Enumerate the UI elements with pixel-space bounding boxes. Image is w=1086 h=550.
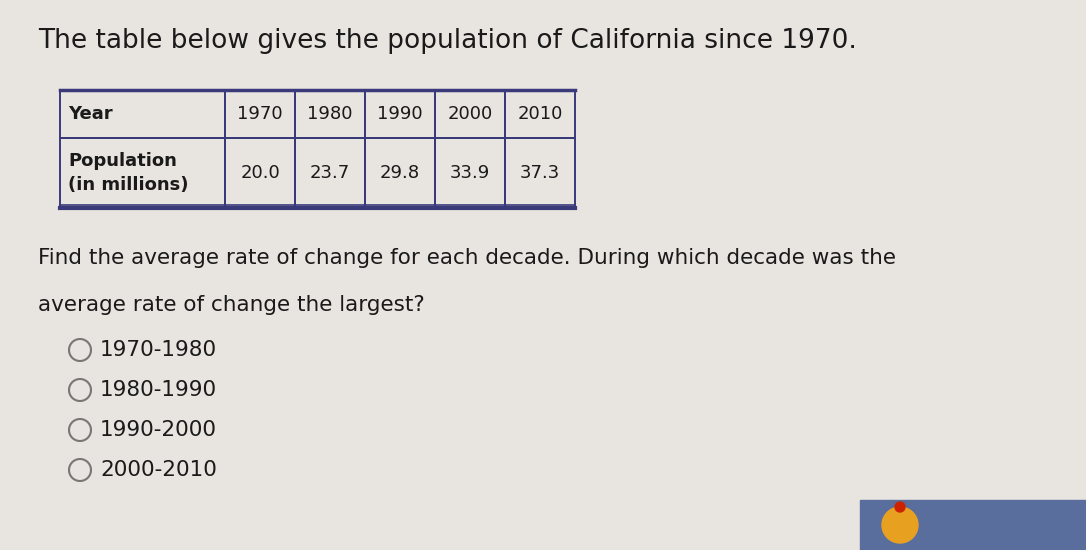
Bar: [435, 90, 505, 138]
Text: The table below gives the population of California since 1970.: The table below gives the population of …: [38, 28, 857, 54]
Text: 2000-2010: 2000-2010: [100, 460, 217, 480]
Text: 2000: 2000: [447, 105, 493, 123]
Text: 1980-1990: 1980-1990: [100, 380, 217, 400]
Text: 1980: 1980: [307, 105, 353, 123]
Circle shape: [895, 502, 905, 512]
Text: 2010: 2010: [517, 105, 563, 123]
Text: 33°F  Partly: 33°F Partly: [960, 516, 1070, 534]
Text: 1990: 1990: [377, 105, 422, 123]
Bar: [225, 138, 295, 208]
Text: 20.0: 20.0: [240, 164, 280, 182]
Bar: [505, 90, 574, 138]
Bar: [435, 138, 505, 208]
Bar: [860, 500, 1086, 550]
Text: 37.3: 37.3: [520, 164, 560, 182]
Bar: [225, 90, 295, 138]
Bar: [505, 138, 574, 208]
Text: 1970-1980: 1970-1980: [100, 340, 217, 360]
Text: 29.8: 29.8: [380, 164, 420, 182]
Text: Population
(in millions): Population (in millions): [68, 152, 189, 194]
Bar: [365, 138, 435, 208]
Text: 33.9: 33.9: [450, 164, 490, 182]
Circle shape: [882, 507, 918, 543]
Text: 23.7: 23.7: [310, 164, 350, 182]
Bar: [60, 90, 225, 138]
Bar: [60, 138, 225, 208]
Bar: [295, 90, 365, 138]
Bar: [365, 90, 435, 138]
Text: 1990-2000: 1990-2000: [100, 420, 217, 440]
Text: Find the average rate of change for each decade. During which decade was the: Find the average rate of change for each…: [38, 248, 896, 268]
Bar: [295, 138, 365, 208]
Text: 1970: 1970: [237, 105, 282, 123]
Text: Year: Year: [68, 105, 113, 123]
Text: average rate of change the largest?: average rate of change the largest?: [38, 295, 425, 315]
